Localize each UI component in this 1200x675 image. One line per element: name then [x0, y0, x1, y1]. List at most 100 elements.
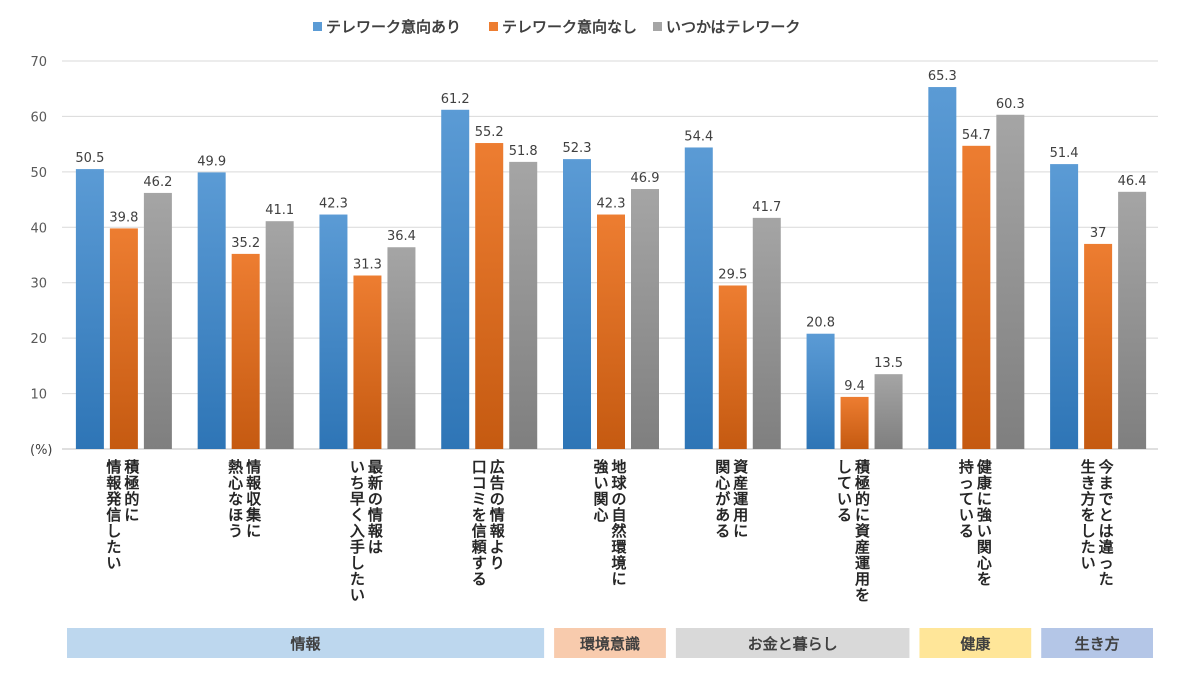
legend-label: テレワーク意向なし: [502, 18, 637, 36]
group-label: 情報: [291, 635, 322, 653]
category-label-char: 関: [977, 538, 992, 556]
category-label-char: 健: [977, 458, 992, 476]
data-label: 46.2: [143, 175, 172, 190]
category-label: 情報発信したい: [105, 458, 122, 572]
category-label-char: の: [490, 490, 505, 508]
bar: [806, 333, 835, 449]
group-label: お金と暮らし: [748, 635, 838, 653]
data-label: 41.1: [265, 203, 294, 218]
category-label-char: 熱: [228, 458, 243, 476]
category-labels: 積極的に情報発信したい情報収集に熱心なほう最新の情報はいち早く入手したい広告の情…: [105, 458, 1113, 604]
category-label-char: 手: [350, 538, 365, 556]
category-label-char: 早: [350, 490, 365, 508]
bar: [197, 172, 226, 449]
category-label-char: っ: [1099, 554, 1114, 572]
category-groups: 情報 環境意識 お金と暮らし 健康 生き方: [67, 628, 1153, 658]
category-label-char: 信: [472, 522, 487, 540]
bar: [563, 159, 591, 449]
data-label: 37: [1090, 226, 1107, 241]
category-label: 地球の自然環境に: [611, 458, 627, 588]
group-label: 生き方: [1075, 635, 1120, 653]
category-label-char: ほ: [228, 506, 243, 524]
data-label: 39.8: [109, 210, 138, 225]
category-label: 関心がある: [715, 458, 731, 540]
category-label-char: 用: [733, 506, 748, 524]
bar: [1050, 164, 1079, 449]
category-label-char: し: [106, 522, 121, 540]
bar: [840, 396, 869, 449]
category-label-char: 強: [977, 506, 992, 524]
category-label-char: く: [350, 506, 365, 524]
category-label-char: 違: [1099, 538, 1114, 556]
bar: [752, 217, 781, 449]
category-label-char: 環: [611, 538, 627, 556]
category-label-char: 産: [855, 538, 870, 556]
category-label-char: コ: [472, 474, 487, 492]
category-label-char: を: [1081, 506, 1096, 524]
data-label: 54.4: [684, 129, 713, 144]
category-label-char: 持: [959, 458, 974, 476]
bar: [1084, 243, 1113, 449]
category-label-char: た: [106, 538, 121, 556]
category-label: 資産運用に: [733, 458, 749, 540]
category-label-char: う: [228, 522, 243, 540]
legend: テレワーク意向あり テレワーク意向なし いつかはテレワーク: [313, 18, 800, 36]
group-band: [675, 628, 910, 658]
category-label: 強い関心: [593, 458, 608, 524]
bar: [962, 145, 991, 449]
y-tick-label: 20: [30, 332, 47, 347]
category-label-char: 頼: [471, 538, 488, 556]
data-label: 46.4: [1118, 174, 1147, 189]
bar: [509, 161, 538, 449]
category-label-char: 資: [733, 458, 748, 476]
data-label: 60.3: [996, 97, 1025, 112]
category-label-char: は: [1099, 522, 1114, 540]
category-label-char: 告: [490, 474, 505, 492]
category-label-char: 関: [715, 458, 730, 476]
group-label: 健康: [960, 635, 991, 653]
category-label-char: あ: [715, 506, 730, 524]
legend-swatch: [653, 22, 662, 31]
category-label-char: 情: [490, 506, 505, 524]
legend-label: いつかはテレワーク: [666, 18, 800, 36]
bar: [387, 247, 416, 449]
category-label-char: 極: [854, 474, 870, 492]
category-label-char: 報: [490, 522, 506, 540]
legend-swatch: [313, 22, 322, 31]
bar: [75, 169, 104, 450]
category-label-char: 最: [368, 458, 384, 476]
category-label-char: ま: [1099, 474, 1114, 492]
category-label-char: い: [837, 490, 852, 508]
bar: [231, 253, 260, 449]
category-label-char: り: [490, 554, 505, 572]
data-label: 29.5: [718, 267, 747, 282]
bar: [475, 143, 504, 449]
y-tick-label: 60: [30, 110, 47, 125]
data-label: 51.8: [509, 144, 538, 159]
category-label-char: い: [959, 506, 974, 524]
category-label-char: 的: [124, 490, 139, 508]
category-label-char: を: [855, 586, 870, 604]
category-label-char: は: [368, 538, 383, 556]
category-label-char: た: [1081, 538, 1096, 556]
category-label-char: 入: [350, 522, 365, 540]
group-band: [67, 628, 545, 658]
category-label-char: を: [472, 506, 487, 524]
category-label-char: 然: [611, 522, 626, 540]
category-label-char: と: [1099, 506, 1114, 524]
category-label-char: っ: [959, 474, 974, 492]
category-label-char: の: [611, 490, 626, 508]
category-label-char: 運: [733, 490, 749, 508]
category-label-char: に: [855, 506, 870, 524]
category-label: 積極的に: [123, 458, 140, 524]
category-label-char: 心: [977, 554, 992, 572]
category-label-char: 情: [246, 458, 261, 476]
category-label-char: 心: [228, 474, 243, 492]
bar: [265, 221, 294, 449]
category-label-char: に: [124, 506, 139, 524]
category-label-char: る: [715, 522, 730, 540]
category-label: 最新の情報は: [368, 458, 384, 556]
category-label-char: の: [368, 490, 383, 508]
y-tick-label: 50: [30, 166, 47, 181]
bar: [441, 109, 470, 449]
